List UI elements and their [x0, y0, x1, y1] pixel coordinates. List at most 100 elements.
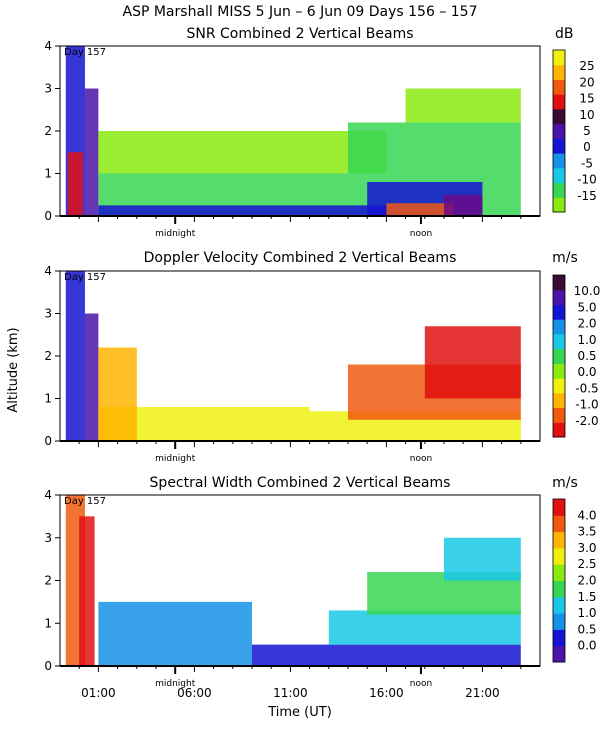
y-tick-label: 4 — [44, 39, 52, 53]
colorbar-segment — [553, 182, 565, 198]
colorbar-label: 1.0 — [577, 333, 596, 347]
colorbar-segment — [553, 333, 565, 350]
y-tick-label: 3 — [44, 531, 52, 545]
colorbar-segment — [553, 79, 565, 95]
panel-1: 0 1 2 3 4 midnight noon Day 157 -15 -10 -5 0 5 10 15 20… — [44, 39, 596, 239]
midnight-label: midnight — [155, 679, 196, 689]
colorbar-segment — [553, 596, 565, 614]
colorbar-frame — [552, 49, 566, 213]
x-tick-label: 01:00 — [81, 686, 116, 700]
day-label: Day 157 — [64, 47, 106, 58]
colorbar-label: 20 — [579, 75, 594, 89]
colorbar-segment — [553, 629, 565, 647]
colorbar-label: -1.0 — [575, 398, 598, 412]
colorbar-segment — [553, 319, 565, 335]
data-region — [405, 88, 521, 123]
colorbar-label: 2.0 — [577, 317, 596, 331]
x-tick-label: 16:00 — [369, 686, 404, 700]
y-axis-label: Altitude (km) — [6, 327, 21, 412]
y-tick-label: 2 — [44, 574, 52, 588]
colorbar-label: 0.0 — [577, 639, 596, 653]
colorbar-segment — [553, 275, 565, 291]
data-region — [84, 88, 99, 216]
data-region — [98, 131, 387, 174]
panel-3-unit: m/s — [552, 475, 578, 491]
colorbar-label: 25 — [579, 59, 594, 73]
data-region — [79, 516, 95, 666]
colorbar-segment — [553, 515, 565, 533]
data-region — [424, 326, 521, 399]
y-tick-label: 2 — [44, 349, 52, 363]
colorbar-segment — [553, 564, 565, 581]
data-region — [84, 313, 99, 441]
panel-1-unit: dB — [555, 26, 574, 42]
colorbar-label: 3.5 — [577, 525, 596, 539]
data-region — [444, 194, 483, 216]
y-tick-label: 4 — [44, 488, 52, 502]
y-tick-label: 1 — [44, 616, 52, 630]
colorbar-segment — [553, 289, 565, 305]
panel-3-title: Spectral Width Combined 2 Vertical Beams — [150, 475, 451, 491]
noon-label: noon — [410, 679, 432, 689]
day-label: Day 157 — [64, 272, 106, 283]
data-region — [67, 152, 84, 216]
colorbar-label: -2.0 — [575, 414, 598, 428]
colorbar-segment — [553, 138, 565, 154]
colorbar-frame — [552, 498, 566, 663]
colorbar-label: 10.0 — [574, 284, 600, 298]
colorbar-segment — [553, 167, 565, 184]
midnight-label: midnight — [155, 229, 196, 239]
colorbar-label: -0.5 — [575, 381, 598, 395]
colorbar-label: 1.5 — [577, 590, 596, 604]
colorbar-segment — [553, 378, 565, 394]
colorbar-label: 5.0 — [577, 300, 596, 314]
y-tick-label: 3 — [44, 307, 52, 321]
colorbar-label: 15 — [579, 92, 594, 106]
colorbar-segment — [553, 64, 565, 80]
y-tick-label: 4 — [44, 264, 52, 278]
colorbar-label: 2.0 — [577, 574, 596, 588]
colorbar-segment — [553, 407, 565, 423]
colorbar-label: 5 — [583, 124, 591, 138]
panel-2: 0 1 2 3 4 midnight noon Day 157 -2.0 -1.0 -0.5 0.0 0… — [44, 264, 600, 464]
colorbar-segment — [553, 422, 565, 438]
y-tick-label: 2 — [44, 124, 52, 138]
colorbar-label: -10 — [577, 173, 597, 187]
colorbar-segment — [553, 547, 565, 565]
colorbar-label: -5 — [581, 156, 593, 170]
colorbar-label: 3.0 — [577, 541, 596, 555]
colorbar-label: 0.5 — [577, 349, 596, 363]
colorbar-label: 4.0 — [577, 508, 596, 522]
colorbar-segment — [553, 363, 565, 379]
colorbar-label: -15 — [577, 189, 597, 203]
panel-2-unit: m/s — [552, 250, 578, 266]
figure-title: ASP Marshall MISS 5 Jun – 6 Jun 09 Days … — [123, 4, 478, 20]
y-tick-label: 0 — [44, 659, 52, 673]
colorbar-segment — [553, 392, 565, 409]
y-tick-label: 0 — [44, 434, 52, 448]
colorbar-segment — [553, 499, 565, 516]
colorbar-label: 0.0 — [577, 365, 596, 379]
panel-1-title: SNR Combined 2 Vertical Beams — [186, 26, 413, 42]
data-region — [444, 537, 521, 581]
data-region — [98, 347, 137, 441]
day-label: Day 157 — [64, 496, 106, 507]
colorbar-segment — [553, 108, 565, 125]
y-tick-label: 3 — [44, 82, 52, 96]
colorbar-segment — [553, 50, 565, 66]
colorbar-label: 0 — [583, 140, 591, 154]
x-axis-label: Time (UT) — [267, 705, 332, 720]
data-region — [65, 271, 85, 441]
colorbar-segment — [553, 153, 565, 169]
data-region — [328, 610, 521, 645]
colorbar-segment — [553, 197, 565, 213]
colorbar-label: 10 — [579, 108, 594, 122]
colorbar-segment — [553, 348, 565, 364]
colorbar-frame — [552, 274, 566, 438]
data-region — [348, 122, 521, 174]
data-region — [252, 644, 521, 666]
y-tick-label: 1 — [44, 167, 52, 181]
colorbar-label: 0.5 — [577, 622, 596, 636]
colorbar-segment — [553, 645, 565, 663]
